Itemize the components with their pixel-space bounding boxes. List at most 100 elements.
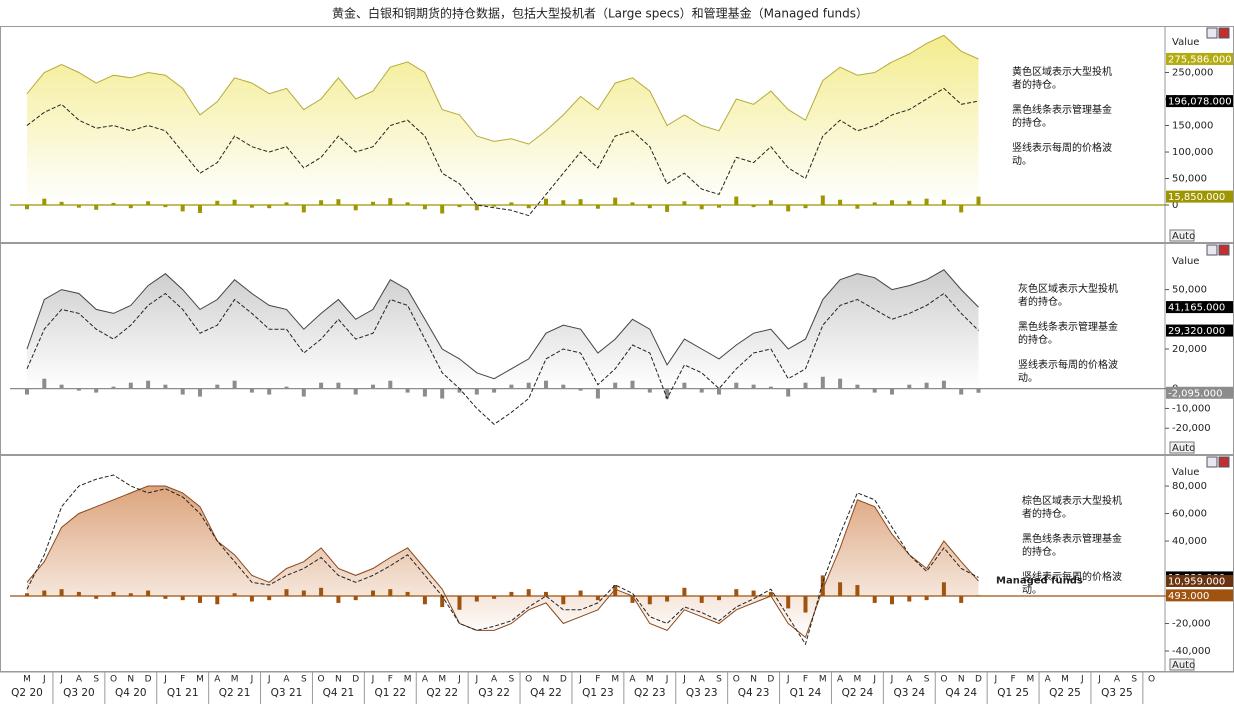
x-month-label: M <box>23 675 31 685</box>
x-quarter-label: Q4 23 <box>738 687 770 699</box>
bar <box>492 388 497 393</box>
bar <box>215 200 220 206</box>
x-quarter-label: Q2 22 <box>426 687 458 699</box>
x-month-label: A <box>629 675 636 685</box>
bar <box>59 201 64 206</box>
x-month-label: M <box>196 675 204 685</box>
bar <box>768 386 773 389</box>
x-month-label: J <box>163 675 167 685</box>
bar <box>959 205 964 213</box>
bar <box>232 593 237 597</box>
x-month-label: S <box>301 675 307 685</box>
auto-button-label[interactable]: Auto <box>1172 231 1195 242</box>
annotation: 竖线表示每周的价格波动。 <box>1018 360 1118 384</box>
x-month-label: S <box>1131 675 1137 685</box>
area-fill <box>27 269 979 389</box>
x-month-label: J <box>872 675 876 685</box>
managed-funds-line <box>26 292 979 425</box>
y-tick-label: 50,000 <box>1172 174 1207 185</box>
bar <box>422 388 427 397</box>
axis-label: Value <box>1172 37 1199 48</box>
x-month-label: J <box>457 675 461 685</box>
bar <box>734 589 739 597</box>
bar <box>76 388 81 391</box>
auto-button[interactable] <box>1169 441 1195 454</box>
bar <box>751 384 756 389</box>
bar <box>336 382 341 389</box>
x-month-label: J <box>665 675 669 685</box>
bar <box>647 205 652 209</box>
bar <box>665 388 670 399</box>
x-month-label: D <box>767 675 774 685</box>
bar <box>371 384 375 389</box>
x-month-label: A <box>76 675 83 685</box>
y-tick-label: 80,000 <box>1172 481 1207 492</box>
bar <box>959 596 964 603</box>
bar <box>388 380 393 389</box>
bar <box>941 582 946 597</box>
x-quarter-label: Q1 23 <box>582 687 614 699</box>
x-month-label: J <box>250 675 254 685</box>
bar <box>526 382 531 389</box>
x-month-label: M <box>231 675 239 685</box>
bar <box>336 596 341 603</box>
bar <box>803 205 808 209</box>
bar <box>976 388 981 393</box>
bar <box>111 591 116 597</box>
x-quarter-label: Q3 22 <box>478 687 510 699</box>
x-month-label: O <box>940 675 947 685</box>
x-quarter-label: Q2 25 <box>1049 687 1081 699</box>
auto-button-label[interactable]: Auto <box>1172 443 1195 454</box>
annotation: 竖线表示每周的价格波动。 <box>1012 143 1112 167</box>
bar <box>284 589 289 597</box>
bar <box>353 205 358 211</box>
x-month-label: N <box>543 675 550 685</box>
bar <box>492 596 497 599</box>
bar <box>941 380 946 389</box>
bar <box>405 388 410 393</box>
bar <box>215 596 220 605</box>
bar <box>890 200 894 206</box>
bar <box>94 388 99 393</box>
bar <box>734 382 739 389</box>
x-quarter-label: Q3 25 <box>1101 687 1133 699</box>
value-box <box>1166 95 1233 108</box>
annotation: 黑色线条表示管理基金的持仓。 <box>1012 105 1112 129</box>
bar <box>492 205 497 207</box>
x-month-label: D <box>975 675 982 685</box>
bar <box>509 384 514 389</box>
bar <box>249 596 254 602</box>
x-month-label: O <box>318 675 325 685</box>
x-quarter-label: Q4 20 <box>115 687 147 699</box>
window-restore <box>1206 456 1218 468</box>
x-month-label: F <box>388 675 393 685</box>
axis-label: Value <box>1172 467 1199 478</box>
bar <box>232 380 237 389</box>
annotation: 黑色线条表示管理基金的持仓。 <box>1018 322 1118 346</box>
auto-button-label[interactable]: Auto <box>1172 660 1195 671</box>
bar <box>699 388 704 393</box>
auto-button[interactable] <box>1169 229 1195 242</box>
x-month-label: J <box>267 675 271 685</box>
bar <box>128 382 133 389</box>
y-tick-label: 250,000 <box>1172 68 1213 79</box>
bar <box>647 388 652 393</box>
annotation: 黑色线条表示管理基金的持仓。 <box>1022 534 1122 558</box>
value-box-label: 29,320.000 <box>1168 326 1225 337</box>
auto-button[interactable] <box>1169 658 1195 671</box>
chart-title: 黄金、白银和铜期货的持仓数据，包括大型投机者（Large specs）和管理基金… <box>332 6 868 21</box>
window-restore <box>1206 27 1218 39</box>
bar <box>128 593 133 597</box>
value-box <box>1166 589 1233 602</box>
y-tick-label: 60,000 <box>1172 509 1207 520</box>
bar <box>820 376 825 389</box>
area-fill <box>27 486 979 638</box>
bar <box>267 596 272 601</box>
x-month-label: M <box>819 675 827 685</box>
bar <box>146 201 151 206</box>
x-month-label: S <box>716 675 722 685</box>
bar <box>146 590 151 597</box>
x-month-label: J <box>890 675 894 685</box>
bar <box>613 197 618 206</box>
area-fill <box>27 35 979 206</box>
